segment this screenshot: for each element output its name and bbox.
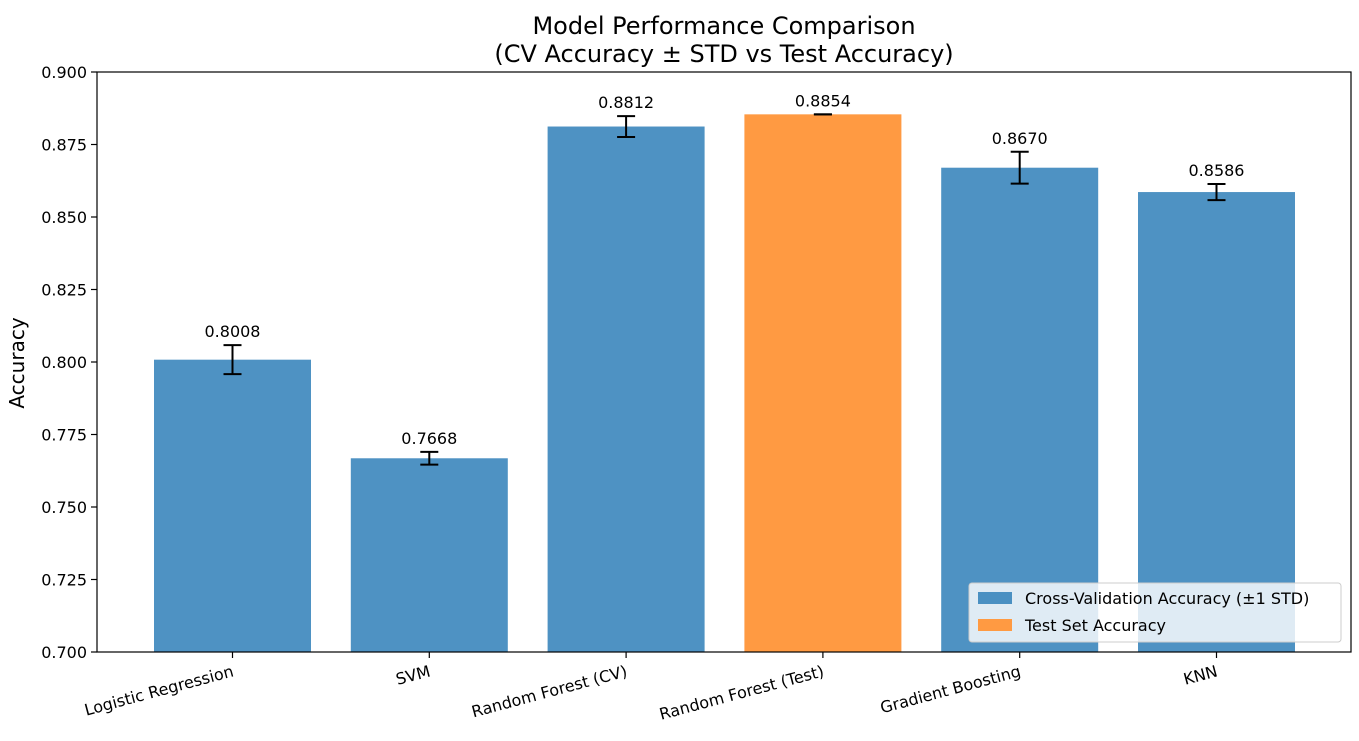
value-label-0: 0.8008: [205, 322, 261, 341]
x-axis-ticks: Logistic Regression SVM Random Forest (CV)…: [82, 652, 1220, 724]
x-tick-label-4: Gradient Boosting: [878, 662, 1023, 718]
y-tick-label-8: 0.900: [41, 63, 87, 82]
chart-title: Model Performance Comparison: [532, 12, 915, 40]
bars-group: [154, 114, 1295, 653]
legend-swatch-cv: [978, 592, 1012, 604]
x-tick-label-3: Random Forest (Test): [657, 662, 826, 724]
x-tick-label-2: Random Forest (CV): [470, 662, 630, 722]
error-bar-5: [1207, 182, 1226, 202]
value-label-3: 0.8854: [795, 91, 851, 110]
y-tick-label-0: 0.700: [41, 643, 87, 662]
value-label-5: 0.8586: [1189, 161, 1245, 180]
error-bar-0: [223, 344, 242, 376]
x-tick-label-1: SVM: [394, 662, 433, 689]
bar-1: [350, 458, 508, 652]
y-tick-label-7: 0.875: [41, 136, 87, 155]
y-tick-label-1: 0.725: [41, 571, 87, 590]
y-tick-label-2: 0.750: [41, 498, 87, 517]
legend: Cross-Validation Accuracy (±1 STD) Test …: [968, 582, 1342, 643]
legend-box: [968, 582, 1342, 643]
x-tick-label-0: Logistic Regression: [82, 662, 235, 720]
value-labels-group: 0.8008 0.7668 0.8812 0.8854 0.8670 0.8586: [205, 91, 1245, 448]
value-label-2: 0.8812: [598, 93, 654, 112]
chart-subtitle: (CV Accuracy ± STD vs Test Accuracy): [494, 40, 953, 68]
y-tick-label-5: 0.825: [41, 281, 87, 300]
y-tick-label-4: 0.800: [41, 353, 87, 372]
bar-3: [744, 114, 902, 653]
bar-5: [1138, 192, 1295, 652]
error-bar-1: [420, 450, 439, 466]
legend-label-cv: Cross-Validation Accuracy (±1 STD): [1025, 589, 1309, 608]
value-label-1: 0.7668: [401, 429, 457, 448]
value-label-4: 0.8670: [992, 129, 1048, 148]
legend-label-test: Test Set Accuracy: [1024, 616, 1166, 635]
y-axis-label: Accuracy: [5, 317, 29, 408]
legend-swatch-test: [978, 619, 1012, 631]
bar-4: [941, 167, 1099, 652]
y-tick-label-3: 0.775: [41, 426, 87, 445]
bar-2: [547, 126, 705, 652]
error-bars-group: [223, 113, 1226, 466]
plot-frame: [96, 71, 1352, 653]
x-tick-label-5: KNN: [1181, 662, 1219, 689]
y-tick-label-6: 0.850: [41, 208, 87, 227]
bar-0: [154, 359, 311, 652]
error-bar-2: [617, 115, 636, 138]
y-axis-ticks: 0.700 0.725 0.750 0.775 0.800 0.825 0.850 0.875…: [41, 63, 97, 662]
error-bar-4: [1010, 150, 1029, 185]
